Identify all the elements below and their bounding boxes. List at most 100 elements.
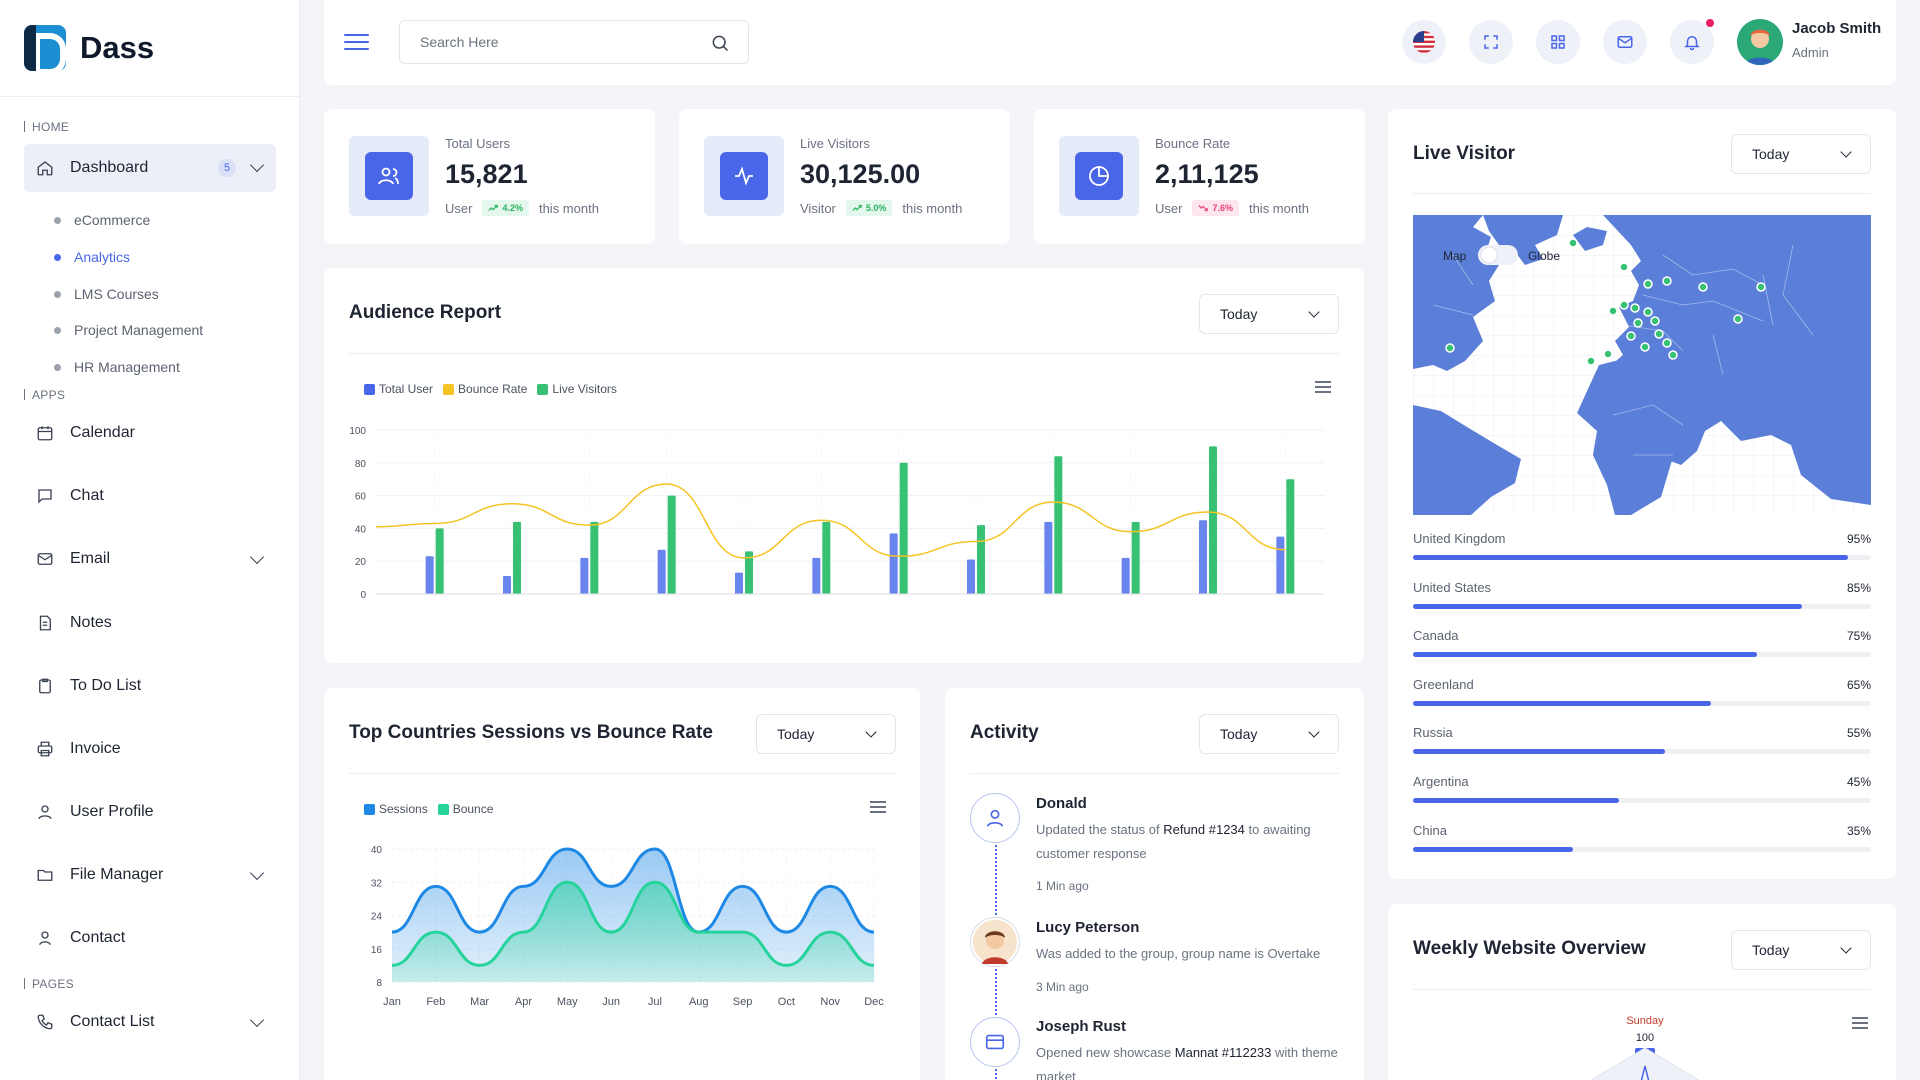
y-tick-label: 60 bbox=[355, 492, 367, 503]
fullscreen-button[interactable] bbox=[1469, 20, 1513, 64]
bar-live-visitors bbox=[1131, 521, 1140, 594]
sidebar-item-chat[interactable]: Chat bbox=[36, 483, 276, 509]
bar-total-user bbox=[967, 559, 975, 594]
activity-time: 1 Min ago bbox=[1036, 879, 1089, 893]
activity-description: Opened new showcase Mannat #112233 with … bbox=[1036, 1045, 1338, 1080]
x-tick-label: Jan bbox=[425, 607, 443, 608]
apps-grid-button[interactable] bbox=[1536, 20, 1580, 64]
divider bbox=[349, 353, 1339, 354]
avatar[interactable] bbox=[1737, 19, 1783, 65]
legend-item[interactable]: Live Visitors bbox=[552, 382, 617, 396]
chart-menu-icon[interactable] bbox=[1852, 1017, 1868, 1032]
activity-user-name[interactable]: Donald bbox=[1036, 795, 1087, 812]
bar-live-visitors bbox=[745, 551, 753, 594]
chevron-down-icon bbox=[249, 1012, 265, 1028]
country-row: United Kingdom 95% bbox=[1413, 531, 1871, 571]
area-bounce bbox=[392, 882, 874, 982]
search-input[interactable]: Search Here bbox=[399, 20, 749, 64]
activity-reference[interactable]: Refund #1234 bbox=[1163, 822, 1245, 837]
sidebar-item-contact-list[interactable]: Contact List bbox=[36, 1009, 276, 1035]
chevron-down-icon bbox=[249, 865, 265, 881]
sidebar-item-dashboard[interactable]: Dashboard 5 bbox=[24, 144, 276, 192]
country-name: United States bbox=[1413, 579, 1492, 595]
progress-track bbox=[1413, 652, 1871, 658]
sidebar-item-user-profile[interactable]: User Profile bbox=[36, 799, 276, 825]
x-tick-label: Mar bbox=[470, 996, 489, 1008]
map-toggle[interactable]: Map Globe bbox=[1443, 245, 1560, 265]
search-icon[interactable] bbox=[710, 33, 730, 53]
home-icon bbox=[36, 159, 54, 177]
sidebar-item-invoice[interactable]: Invoice bbox=[36, 736, 276, 762]
activity-user-name[interactable]: Lucy Peterson bbox=[1036, 919, 1140, 936]
country-row: Russia 55% bbox=[1413, 725, 1871, 765]
activity-user-name[interactable]: Joseph Rust bbox=[1036, 1018, 1127, 1035]
chat-icon bbox=[36, 487, 54, 505]
legend-item[interactable]: Bounce Rate bbox=[458, 382, 528, 396]
progress-track bbox=[1413, 603, 1871, 609]
x-tick-label: Nov bbox=[1197, 607, 1217, 608]
language-button[interactable] bbox=[1402, 20, 1446, 64]
audience-filter-dropdown[interactable]: Today bbox=[1199, 294, 1339, 334]
sidebar-item-to-do-list[interactable]: To Do List bbox=[36, 673, 276, 699]
world-map[interactable]: Map Globe bbox=[1413, 215, 1871, 515]
sidebar-subitem[interactable]: eCommerce bbox=[54, 212, 150, 228]
legend-item[interactable]: Bounce bbox=[452, 802, 494, 816]
progress-track bbox=[1413, 749, 1871, 755]
chevron-down-icon bbox=[249, 549, 265, 565]
stat-icon-box bbox=[1059, 136, 1139, 216]
stat-title: Bounce Rate bbox=[1155, 136, 1231, 151]
apps-grid-icon bbox=[1551, 35, 1565, 49]
notifications-button[interactable] bbox=[1670, 20, 1714, 64]
chevron-down-icon bbox=[1308, 306, 1320, 318]
sidebar-subitem[interactable]: Analytics bbox=[54, 249, 130, 265]
sidebar-item-calendar[interactable]: Calendar bbox=[36, 420, 276, 446]
user-role: Admin bbox=[1792, 45, 1829, 60]
y-tick-label: 80 bbox=[355, 459, 367, 470]
chart-menu-icon[interactable] bbox=[870, 801, 886, 816]
email-icon bbox=[36, 550, 54, 568]
x-tick-label: Dec bbox=[1275, 607, 1295, 608]
sessions-filter-dropdown[interactable]: Today bbox=[756, 714, 896, 754]
sidebar-item-label: Calendar bbox=[70, 424, 135, 441]
stat-unit: User bbox=[445, 200, 473, 216]
logo-icon bbox=[24, 25, 66, 71]
sidebar-item-notes[interactable]: Notes bbox=[36, 610, 276, 636]
x-tick-label: May bbox=[733, 607, 754, 608]
sidebar-item-email[interactable]: Email bbox=[36, 546, 276, 572]
progress-fill bbox=[1413, 798, 1620, 803]
y-tick-label: 20 bbox=[355, 557, 367, 568]
sidebar-subitem[interactable]: HR Management bbox=[54, 359, 180, 375]
card-icon bbox=[970, 1017, 1020, 1067]
legend-item[interactable]: Total User bbox=[379, 382, 434, 396]
bar-total-user bbox=[425, 556, 434, 594]
chart-menu-icon[interactable] bbox=[1315, 381, 1331, 396]
mail-icon bbox=[1617, 36, 1633, 48]
map-markers bbox=[1445, 238, 1766, 366]
y-tick-label: 16 bbox=[371, 945, 383, 956]
live-visitor-card: Live Visitor Today bbox=[1388, 109, 1896, 879]
user-name[interactable]: Jacob Smith bbox=[1792, 20, 1882, 37]
sidebar-item-file-manager[interactable]: File Manager bbox=[36, 862, 276, 888]
visitor-filter-dropdown[interactable]: Today bbox=[1731, 134, 1871, 174]
brand-logo[interactable]: Dass bbox=[24, 22, 154, 74]
y-tick-label: 0 bbox=[360, 590, 366, 601]
menu-toggle-button[interactable] bbox=[344, 34, 369, 51]
divider bbox=[0, 96, 300, 97]
dropdown-value: Today bbox=[1220, 306, 1258, 322]
sidebar-subitem[interactable]: LMS Courses bbox=[54, 286, 159, 302]
sidebar-item-contact[interactable]: Contact bbox=[36, 925, 276, 951]
country-name: Argentina bbox=[1413, 774, 1469, 789]
x-tick-label: Aug bbox=[965, 607, 985, 608]
bar-live-visitors bbox=[1054, 456, 1063, 594]
x-tick-label: Mar bbox=[579, 607, 598, 608]
weekly-filter-dropdown[interactable]: Today bbox=[1731, 930, 1871, 970]
messages-button[interactable] bbox=[1603, 20, 1647, 64]
legend-item[interactable]: Sessions bbox=[379, 802, 428, 816]
activity-reference[interactable]: Mannat #112233 bbox=[1174, 1045, 1272, 1060]
progress-fill bbox=[1413, 846, 1574, 852]
sidebar-subitem[interactable]: Project Management bbox=[54, 322, 203, 338]
bar-total-user bbox=[812, 557, 821, 594]
activity-filter-dropdown[interactable]: Today bbox=[1199, 714, 1339, 754]
printer-icon bbox=[36, 740, 54, 758]
card-title: Audience Report bbox=[349, 302, 502, 323]
